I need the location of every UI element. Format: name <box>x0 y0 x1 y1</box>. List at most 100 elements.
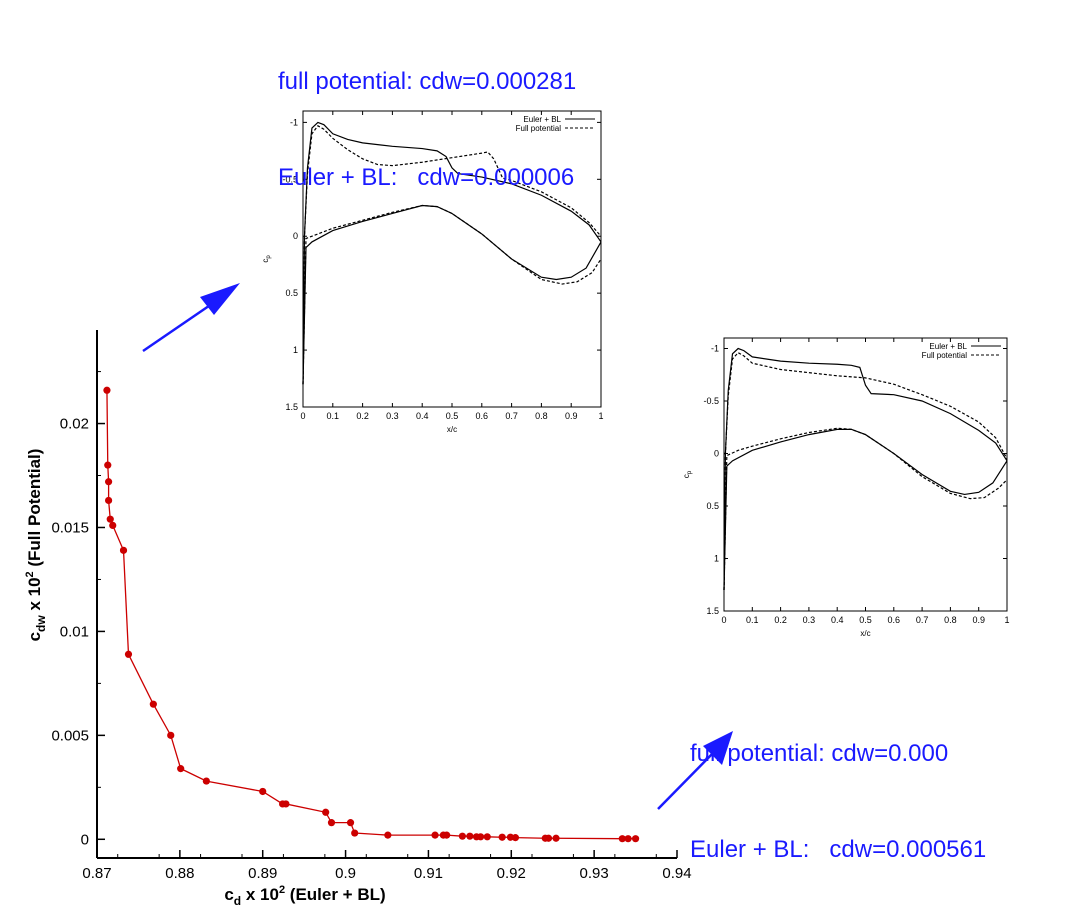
inset-right-x-tick-label: 0.9 <box>972 615 985 625</box>
main-y-tick-label: 0.02 <box>60 416 89 433</box>
main-data-point <box>443 831 451 839</box>
main-data-point <box>282 800 290 808</box>
right-annotation-line-1: full potential: cdw=0.000 <box>690 740 949 767</box>
main-data-point <box>167 731 175 739</box>
inset-right-series-1-lower <box>723 427 1008 591</box>
arrow-right-shaft <box>657 749 717 810</box>
main-data-point <box>552 834 560 842</box>
main-data-point <box>149 700 157 708</box>
inset-top-x-tick-label: 0.8 <box>535 411 548 421</box>
inset-top-y-tick-label: 0.5 <box>285 288 298 298</box>
main-y-axis-label-group: cdw x 102 (Full Potential) <box>24 449 48 642</box>
inset-right-y-tick-label: -0.5 <box>703 396 719 406</box>
main-data-point <box>259 787 267 796</box>
main-data-point <box>431 831 439 839</box>
main-data-point <box>351 829 359 837</box>
inset-right-y-tick-label: 0.5 <box>706 501 719 511</box>
inset-top-y-axis-label-group: cp <box>261 255 272 263</box>
main-data-point <box>458 832 466 840</box>
inset-top-x-axis-label: x/c <box>447 425 457 434</box>
inset-top-series-0-lower <box>302 204 602 385</box>
inset-top-x-tick-label: 1 <box>598 411 603 421</box>
inset-top-legend-label: Euler + BL <box>523 115 561 124</box>
inset-right-series-0-upper <box>723 347 1008 591</box>
main-data-point <box>124 650 133 658</box>
main-data-point <box>327 819 336 827</box>
inset-right-x-tick-label: 0.3 <box>803 615 816 625</box>
inset-top-chart: 0 0.1 0.2 0.3 0.4 0.5 0.6 0.7 0.8 0.9 1 -1 -0.5 0 0.5 1… <box>261 110 604 434</box>
inset-right-y-tick-label: 1 <box>714 554 719 564</box>
inset-top-x-tick-label: 0.9 <box>565 411 578 421</box>
main-data-point <box>346 819 355 827</box>
main-data-point <box>105 496 113 505</box>
main-data-point <box>618 835 626 843</box>
inset-top-y-tick-label: 1 <box>293 345 298 355</box>
inset-right-series-1-upper <box>723 351 1008 591</box>
inset-right-frame <box>723 337 1008 612</box>
main-data-point <box>105 478 113 486</box>
main-x-axis-label: cd x 102 (Euler + BL) <box>224 884 385 908</box>
main-data-point <box>631 835 640 843</box>
inset-right-y-axis-label: cp <box>682 470 693 478</box>
inset-right-x-tick-label: 1 <box>1004 615 1009 625</box>
inset-right-chart: 0 0.1 0.2 0.3 0.4 0.5 0.6 0.7 0.8 0.9 1 -1 -0.5 0 0.5 1… <box>682 337 1010 638</box>
right-annotation-line-2: Euler + BL: cdw=0.000561 <box>690 836 987 863</box>
inset-right-y-tick-label: 0 <box>714 449 719 459</box>
main-data-point <box>104 461 112 469</box>
inset-right-x-tick-label: 0.4 <box>831 615 844 625</box>
main-data-point <box>177 765 185 773</box>
inset-right-x-axis-label: x/c <box>860 629 870 638</box>
main-x-tick-label: 0.92 <box>497 865 526 882</box>
inset-top-x-tick-label: 0.4 <box>416 411 429 421</box>
inset-top-x-tick-label: 0.2 <box>356 411 369 421</box>
top-annotation: full potential: cdw=0.000281 Euler + BL:… <box>278 2 576 226</box>
inset-top-x-tick-label: 0.3 <box>386 411 399 421</box>
arrow-top-head <box>200 283 240 315</box>
inset-right-y-axis-label-group: cp <box>682 470 693 478</box>
inset-top-y-tick-label: 0 <box>293 231 298 241</box>
inset-right-y-tick-label: 1.5 <box>706 606 719 616</box>
inset-right-x-tick-label: 0.5 <box>859 615 872 625</box>
inset-top-series-1-lower <box>302 204 602 385</box>
inset-right-legend-label: Euler + BL <box>929 342 967 351</box>
inset-right-x-tick-label: 0.1 <box>746 615 759 625</box>
inset-top-y-axis-label: cp <box>261 255 272 263</box>
inset-top-y-tick-label: -1 <box>290 117 298 127</box>
main-x-tick-label: 0.91 <box>414 865 443 882</box>
main-data-point <box>483 833 491 841</box>
arrow-right-head <box>703 731 733 765</box>
inset-right-x-tick-label: 0 <box>721 615 726 625</box>
inset-top-y-tick-label: -0.5 <box>282 174 298 184</box>
main-data-point <box>103 386 111 394</box>
main-data-point <box>322 808 330 816</box>
main-y-tick-label: 0.015 <box>51 519 89 536</box>
main-data-point <box>498 833 506 841</box>
inset-top-legend-label: Full potential <box>516 124 562 133</box>
top-annotation-line-2: Euler + BL: cdw=0.000006 <box>278 164 575 191</box>
inset-top-series-0-upper <box>302 121 602 385</box>
main-data-point <box>202 777 210 785</box>
main-x-tick-label: 0.89 <box>248 865 277 882</box>
inset-right-series-0-lower <box>723 428 1008 591</box>
main-y-tick-label: 0.01 <box>60 623 89 640</box>
right-annotation: full potential: cdw=0.000 Euler + BL: cd… <box>690 674 986 898</box>
inset-right-legend-label: Full potential <box>922 351 968 360</box>
inset-right-x-tick-label: 0.6 <box>888 615 901 625</box>
top-annotation-line-1: full potential: cdw=0.000281 <box>278 68 577 95</box>
main-series-line <box>106 390 636 840</box>
inset-top-y-tick-label: 1.5 <box>285 402 298 412</box>
inset-right-x-tick-label: 0.2 <box>774 615 787 625</box>
inset-top-x-tick-label: 0 <box>300 411 305 421</box>
main-y-axis-label: cdw x 102 (Full Potential) <box>24 449 48 642</box>
main-data-point <box>544 834 553 842</box>
main-y-tick-label: 0 <box>81 831 89 848</box>
inset-top-series-1-upper <box>302 125 602 385</box>
main-y-tick-label: 0.005 <box>51 727 89 744</box>
main-data-point <box>106 515 114 523</box>
inset-top-x-tick-label: 0.1 <box>327 411 340 421</box>
main-data-point <box>624 835 632 843</box>
main-data-point <box>511 834 520 842</box>
main-x-tick-label: 0.9 <box>335 865 356 882</box>
inset-top-x-tick-label: 0.6 <box>476 411 489 421</box>
